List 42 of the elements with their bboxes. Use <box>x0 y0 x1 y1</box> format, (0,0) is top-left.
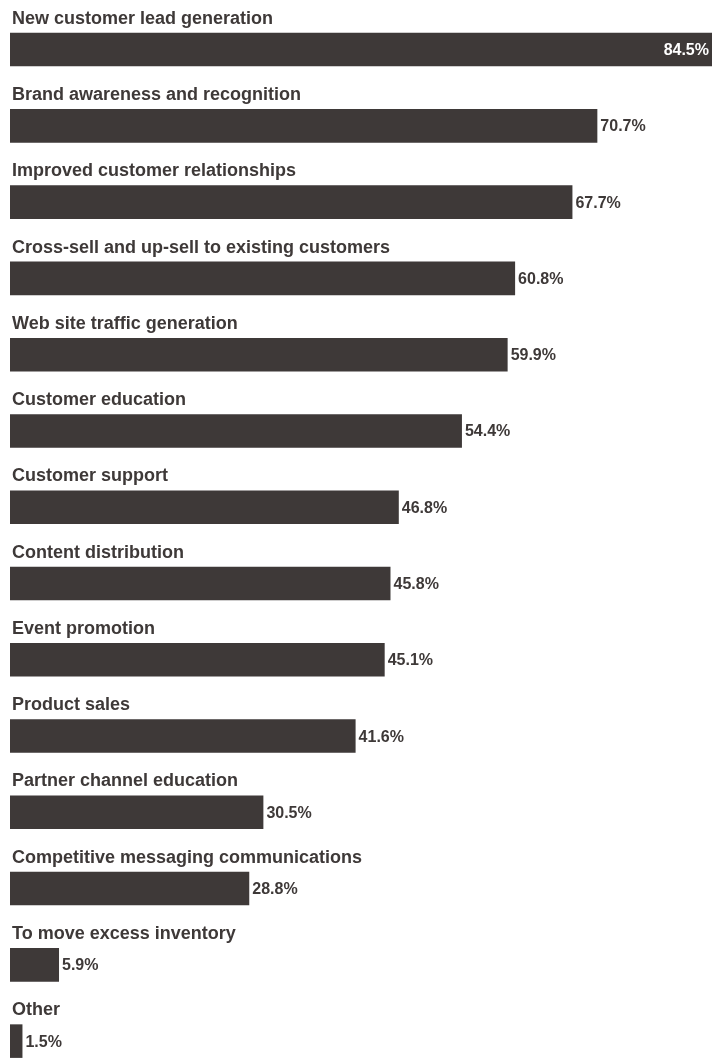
data-label: 1.5% <box>25 1032 62 1050</box>
y-tick-label: Customer support <box>12 465 169 485</box>
bar <box>10 490 399 524</box>
y-tick-label: Product sales <box>12 694 131 714</box>
y-tick-label: Content distribution <box>12 542 184 562</box>
bar <box>10 261 516 296</box>
bar <box>10 337 508 372</box>
bar <box>10 719 356 753</box>
bar <box>10 566 391 601</box>
y-tick-label: Customer education <box>12 389 187 409</box>
bar <box>10 642 385 677</box>
bar <box>10 414 462 448</box>
y-tick-label: New customer lead generation <box>12 8 274 28</box>
bar <box>10 32 712 67</box>
data-label: 60.8% <box>518 269 564 287</box>
data-label: 41.6% <box>358 727 404 745</box>
data-label: 54.4% <box>464 422 511 440</box>
data-label: 45.8% <box>393 574 439 592</box>
y-tick-label: Event promotion <box>12 618 155 638</box>
y-tick-label: Cross-sell and up-sell to existing customers <box>12 237 391 257</box>
y-tick-label: Other <box>12 999 61 1019</box>
bar <box>10 185 573 219</box>
bar <box>10 948 60 982</box>
data-label: 84.5% <box>663 41 709 59</box>
y-tick-label: Improved customer relationships <box>12 160 297 180</box>
data-label: 70.7% <box>600 117 646 135</box>
bar <box>10 871 250 906</box>
y-tick-label: Web site traffic generation <box>12 313 238 333</box>
bar <box>10 109 598 143</box>
data-label: 5.9% <box>62 956 99 974</box>
data-label: 45.1% <box>387 651 434 669</box>
y-tick-label: Brand awareness and recognition <box>12 84 302 104</box>
y-tick-label: Partner channel education <box>12 770 239 790</box>
data-label: 30.5% <box>266 803 312 821</box>
bar <box>10 795 264 830</box>
y-tick-label: To move excess inventory <box>12 923 236 943</box>
data-label: 59.9% <box>510 346 557 364</box>
bar <box>10 1024 23 1058</box>
data-label: 46.8% <box>401 498 448 516</box>
data-label: 67.7% <box>575 193 621 211</box>
data-label: 28.8% <box>252 880 298 898</box>
y-tick-label: Competitive messaging communications <box>12 847 363 867</box>
